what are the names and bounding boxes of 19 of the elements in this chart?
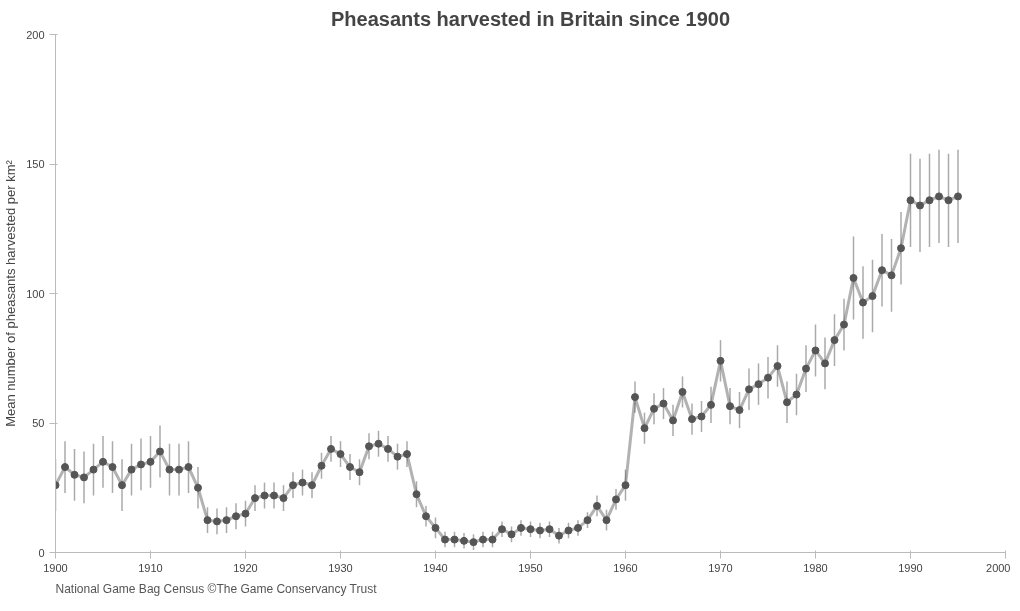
x-tick-label: 1900 — [43, 561, 68, 574]
x-tick-label: 1960 — [613, 561, 638, 574]
x-tick-label: 1910 — [138, 561, 163, 574]
x-tick-label: 2000 — [986, 561, 1011, 574]
chart-title: Pheasants harvested in Britain since 1900 — [330, 7, 731, 30]
x-tick-label: 1930 — [328, 561, 353, 574]
y-axis-title: Mean number of pheasants harvested per km² — [3, 159, 19, 427]
x-tick-label: 1940 — [423, 561, 448, 574]
text: National Game Bag Census ©The Game Conservancy Trust — [55, 581, 378, 596]
y-tick-label: 50 — [32, 417, 45, 429]
y-tick-label: 0 — [38, 546, 45, 559]
x-tick-label: 1990 — [898, 561, 923, 574]
x-tick-label: 1920 — [233, 561, 258, 574]
y-tick-label: 150 — [26, 158, 45, 170]
y-tick-label: 100 — [26, 287, 45, 300]
x-tick-label: 1970 — [708, 561, 733, 574]
x-tick-label: 1950 — [518, 561, 543, 574]
y-tick-label: 200 — [26, 28, 45, 41]
x-tick-label: 1980 — [803, 561, 828, 574]
